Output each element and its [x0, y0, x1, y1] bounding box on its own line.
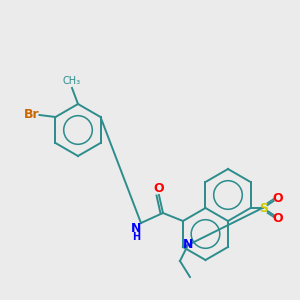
Text: CH₃: CH₃	[63, 76, 81, 86]
Text: O: O	[272, 191, 283, 205]
Text: S: S	[259, 202, 268, 214]
Text: O: O	[272, 212, 283, 224]
Text: O: O	[154, 182, 164, 194]
Text: N: N	[183, 238, 193, 250]
Text: H: H	[132, 232, 140, 242]
Text: N: N	[131, 223, 141, 236]
Text: Br: Br	[24, 109, 39, 122]
